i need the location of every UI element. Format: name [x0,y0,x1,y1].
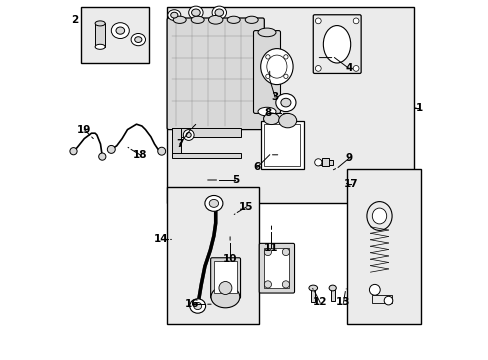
Ellipse shape [215,9,223,16]
Ellipse shape [209,199,218,207]
Ellipse shape [95,21,105,26]
Text: 10: 10 [223,254,237,264]
Bar [371,295,391,303]
Text: 16: 16 [184,299,199,309]
Ellipse shape [173,16,186,23]
Ellipse shape [208,15,223,24]
Bar [318,160,332,165]
Ellipse shape [188,6,203,19]
Ellipse shape [183,130,194,140]
Bar [172,153,241,158]
FancyBboxPatch shape [253,31,280,113]
Ellipse shape [278,113,296,128]
Ellipse shape [371,208,386,224]
Text: 18: 18 [133,150,147,160]
Bar [167,187,258,324]
Ellipse shape [244,16,258,23]
Bar [330,290,334,301]
Ellipse shape [314,159,321,166]
Ellipse shape [315,18,321,24]
Text: 2: 2 [71,15,78,25]
Bar [321,158,328,166]
FancyBboxPatch shape [167,18,264,130]
Text: 11: 11 [264,243,278,253]
Ellipse shape [260,49,292,85]
Ellipse shape [264,281,271,288]
Ellipse shape [212,6,226,19]
Ellipse shape [258,107,275,116]
Text: 17: 17 [343,179,357,189]
Bar [172,128,241,137]
Bar [81,7,149,63]
Ellipse shape [328,285,336,291]
Ellipse shape [282,281,289,288]
Ellipse shape [308,285,317,291]
Ellipse shape [189,299,205,313]
Text: 4: 4 [345,63,352,73]
Ellipse shape [384,296,392,305]
Bar [260,121,303,169]
FancyBboxPatch shape [259,243,294,293]
Ellipse shape [352,66,358,71]
Ellipse shape [70,148,77,155]
FancyBboxPatch shape [210,258,240,298]
Text: 6: 6 [253,162,260,172]
Ellipse shape [107,145,115,153]
Text: 1: 1 [415,103,422,113]
Text: 9: 9 [345,153,352,163]
Ellipse shape [186,132,191,138]
Ellipse shape [191,9,200,16]
Ellipse shape [323,26,350,63]
Bar [310,290,315,302]
Bar [213,261,237,293]
Ellipse shape [204,195,223,211]
Ellipse shape [265,74,269,78]
Text: 7: 7 [176,139,183,149]
Ellipse shape [111,23,129,39]
Ellipse shape [283,55,287,59]
Ellipse shape [280,98,290,107]
Ellipse shape [219,282,231,294]
Text: 8: 8 [264,108,271,118]
Ellipse shape [99,153,106,160]
Ellipse shape [134,37,142,42]
Bar [95,23,105,47]
Ellipse shape [227,16,240,23]
Ellipse shape [258,28,275,37]
Ellipse shape [170,12,178,18]
Bar [264,124,300,166]
Ellipse shape [158,147,165,155]
Ellipse shape [211,286,239,308]
Text: 12: 12 [312,297,326,307]
Text: 5: 5 [231,175,239,185]
Ellipse shape [264,248,271,256]
Ellipse shape [95,44,105,49]
Ellipse shape [366,202,391,230]
Ellipse shape [282,248,289,256]
Text: 13: 13 [336,297,350,307]
Ellipse shape [315,66,321,71]
Ellipse shape [283,74,287,78]
Ellipse shape [191,16,204,23]
Text: 19: 19 [77,125,91,135]
Ellipse shape [193,302,201,310]
Ellipse shape [265,55,269,59]
Ellipse shape [275,94,295,112]
Ellipse shape [352,18,358,24]
FancyBboxPatch shape [313,15,361,73]
Ellipse shape [266,55,286,78]
Ellipse shape [131,33,145,46]
Text: 14: 14 [153,234,168,244]
Ellipse shape [167,10,181,21]
Bar [264,248,289,288]
Ellipse shape [116,27,124,34]
Ellipse shape [263,113,279,125]
Ellipse shape [368,284,380,295]
Text: 15: 15 [239,202,253,212]
Bar [172,128,181,157]
Bar [346,169,420,324]
Bar [167,7,413,203]
Text: 3: 3 [271,92,278,102]
